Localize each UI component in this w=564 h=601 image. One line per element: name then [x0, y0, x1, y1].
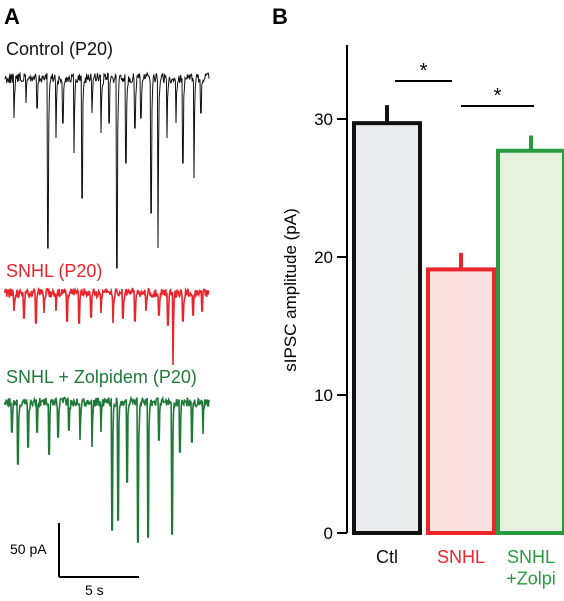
control-trace-label: Control (P20): [6, 39, 113, 59]
category-label-2: SNHL +Zolpi: [506, 547, 556, 589]
bar-chart: sIPSC amplitude (pA) 0 10 20 30 Ctl SNHL SNHL +…: [281, 45, 564, 589]
snhl-trace-label: SNHL (P20): [6, 261, 102, 281]
zolpidem-trace: [4, 395, 210, 543]
y-tick-label-20: 20: [314, 248, 333, 267]
category-label-1: SNHL: [437, 547, 485, 567]
significance-marker-0: *: [420, 60, 428, 82]
scale-amplitude-label: 50 pA: [10, 541, 47, 557]
bar-2: [496, 148, 564, 536]
significance-marker-1: *: [494, 85, 502, 107]
y-axis-label: sIPSC amplitude (pA): [281, 208, 300, 371]
bar-1: [426, 267, 496, 535]
snhl-trace: [4, 286, 210, 366]
scale-time-label: 5 s: [85, 582, 104, 598]
scale-bar: 50 pA 5 s: [10, 523, 139, 598]
bar-0: [352, 121, 422, 535]
y-tick-label-30: 30: [314, 110, 333, 129]
panel-b-label: B: [272, 4, 288, 29]
y-tick-label-0: 0: [324, 524, 333, 543]
control-trace: [4, 71, 210, 269]
y-tick-label-10: 10: [314, 386, 333, 405]
panel-a-label: A: [4, 4, 20, 29]
zolpidem-trace-label: SNHL + Zolpidem (P20): [6, 367, 197, 387]
category-label-0: Ctl: [376, 547, 398, 567]
